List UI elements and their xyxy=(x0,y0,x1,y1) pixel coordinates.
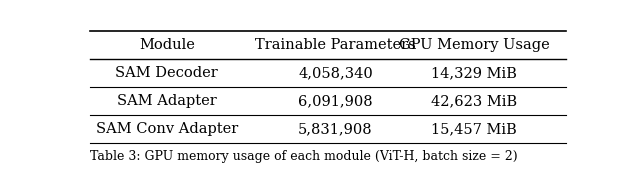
Text: SAM Adapter: SAM Adapter xyxy=(117,94,217,108)
Text: 15,457 MiB: 15,457 MiB xyxy=(431,122,517,136)
Text: 14,329 MiB: 14,329 MiB xyxy=(431,66,517,80)
Text: 6,091,908: 6,091,908 xyxy=(298,94,372,108)
Text: Trainable Parameters: Trainable Parameters xyxy=(255,38,416,52)
Text: GPU Memory Usage: GPU Memory Usage xyxy=(399,38,550,52)
Text: Module: Module xyxy=(139,38,195,52)
Text: 4,058,340: 4,058,340 xyxy=(298,66,373,80)
Text: 42,623 MiB: 42,623 MiB xyxy=(431,94,517,108)
Text: 5,831,908: 5,831,908 xyxy=(298,122,372,136)
Text: Table 3: GPU memory usage of each module (ViT-H, batch size = 2): Table 3: GPU memory usage of each module… xyxy=(90,150,518,163)
Text: SAM Conv Adapter: SAM Conv Adapter xyxy=(95,122,238,136)
Text: SAM Decoder: SAM Decoder xyxy=(115,66,218,80)
